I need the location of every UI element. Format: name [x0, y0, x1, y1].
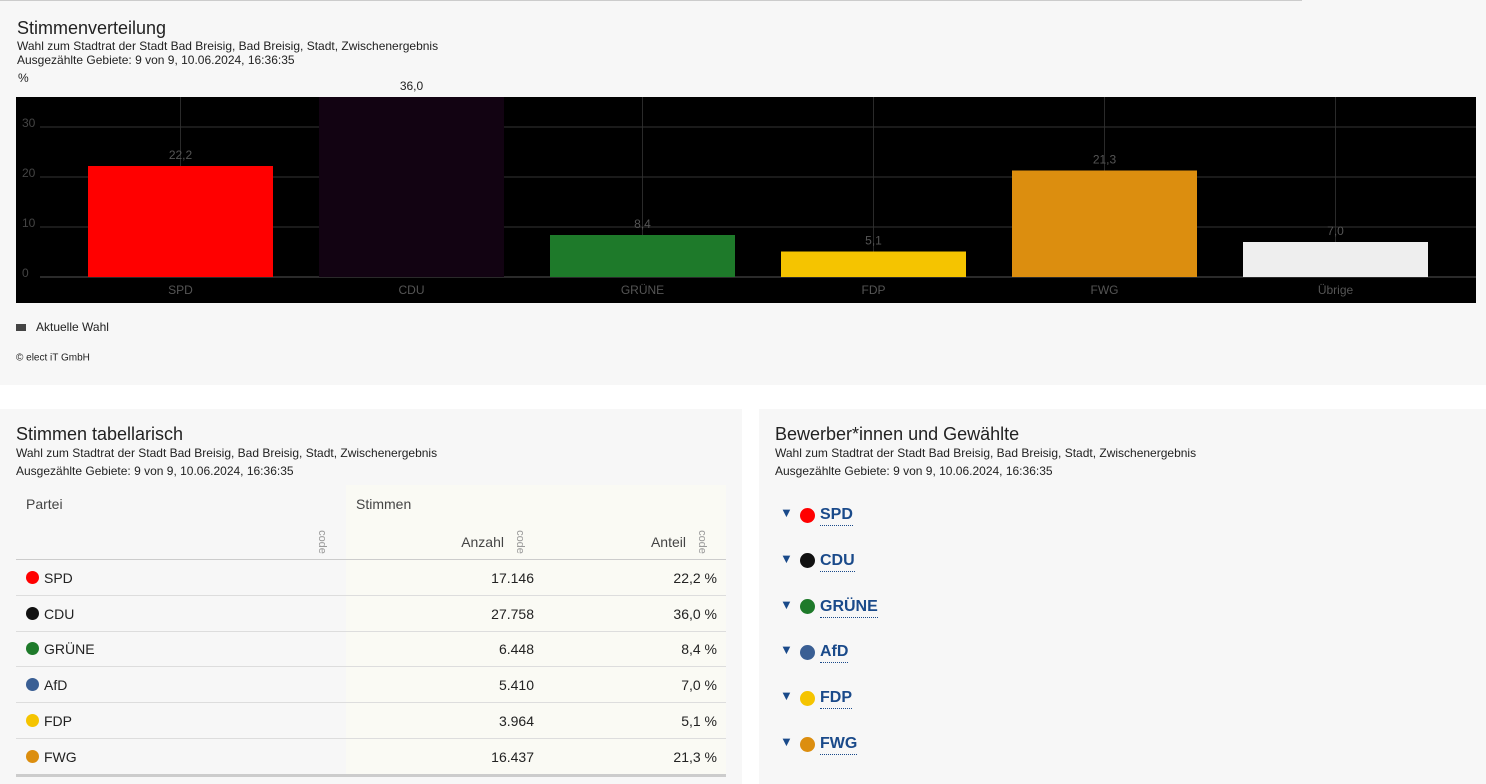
value-label: 8,4 — [634, 217, 651, 231]
vote-count: 5.410 — [498, 677, 534, 693]
vote-share: 22,2 % — [673, 570, 717, 586]
panel-status: Ausgezählte Gebiete: 9 von 9, 10.06.2024… — [16, 464, 294, 478]
party-dot — [26, 714, 39, 727]
value-label: 5,1 — [865, 234, 882, 248]
x-tick-label: CDU — [399, 283, 425, 297]
party-dot — [26, 642, 39, 655]
expand-toggle[interactable]: ▼ — [780, 596, 793, 612]
expand-toggle[interactable]: ▼ — [780, 688, 793, 704]
value-label: 36,0 — [400, 79, 424, 93]
table-panel: Stimmen tabellarisch Wahl zum Stadtrat de… — [0, 409, 742, 784]
legend-swatch — [16, 324, 26, 331]
code-label: code — [316, 530, 328, 554]
chart-status: Ausgezählte Gebiete: 9 von 9, 10.06.2024… — [17, 53, 295, 67]
header-share: Anteil — [650, 534, 686, 550]
copyright: © elect iT GmbH — [16, 353, 90, 364]
x-tick-label: FWG — [1091, 283, 1119, 297]
x-tick-label: Übrige — [1318, 283, 1354, 297]
row-rule — [16, 595, 726, 596]
chart-panel: Stimmenverteilung Wahl zum Stadtrat der … — [0, 0, 1486, 385]
party-dot — [800, 553, 815, 569]
party-link[interactable]: FDP — [820, 688, 852, 710]
vote-share: 5,1 % — [681, 713, 717, 729]
vote-count: 6.448 — [498, 641, 534, 657]
vote-share: 21,3 % — [673, 749, 717, 765]
party-dot — [26, 678, 39, 691]
y-axis-label: % — [18, 71, 29, 85]
bar — [1012, 170, 1197, 277]
party-name: AfD — [44, 677, 68, 693]
header-count: Anzahl — [461, 534, 504, 550]
value-label: 21,3 — [1093, 153, 1117, 167]
bar — [319, 97, 504, 277]
header-rule — [16, 559, 726, 560]
vote-count: 16.437 — [491, 749, 534, 765]
vote-count: 17.146 — [491, 570, 534, 586]
party-dot — [800, 599, 815, 615]
y-tick-label: 10 — [22, 216, 36, 230]
expand-toggle[interactable]: ▼ — [780, 550, 793, 566]
row-rule — [16, 702, 726, 703]
row-rule — [16, 666, 726, 667]
party-dot — [800, 644, 815, 660]
x-tick-label: SPD — [168, 283, 193, 297]
bar — [1243, 242, 1428, 277]
party-dot — [800, 736, 815, 752]
header-votes: Stimmen — [356, 496, 412, 512]
party-dot — [26, 571, 39, 584]
y-tick-label: 0 — [22, 266, 29, 280]
header-party: Partei — [26, 496, 63, 512]
party-dot — [26, 750, 39, 763]
party-name: FWG — [44, 749, 77, 765]
code-label: code — [514, 530, 526, 554]
party-name: FDP — [44, 713, 72, 729]
party-link[interactable]: CDU — [820, 551, 855, 572]
chart-subtitle: Wahl zum Stadtrat der Stadt Bad Breisig,… — [17, 39, 438, 53]
vote-count: 3.964 — [498, 713, 534, 729]
value-label: 7,0 — [1327, 224, 1344, 238]
vote-share: 36,0 % — [673, 606, 717, 622]
expand-toggle[interactable]: ▼ — [780, 642, 793, 658]
party-name: GRÜNE — [44, 641, 95, 657]
legend-label: Aktuelle Wahl — [36, 320, 109, 334]
x-tick-label: GRÜNE — [621, 283, 664, 297]
party-link[interactable]: FWG — [820, 734, 858, 755]
party-name: CDU — [44, 606, 75, 622]
bar — [550, 235, 735, 277]
party-link[interactable]: GRÜNE — [820, 597, 878, 618]
y-tick-label: 30 — [22, 116, 36, 130]
x-tick-label: FDP — [862, 283, 886, 297]
panel-subtitle: Wahl zum Stadtrat der Stadt Bad Breisig,… — [16, 446, 438, 460]
party-link[interactable]: SPD — [820, 505, 853, 526]
panel-status: Ausgezählte Gebiete: 9 von 9, 10.06.2024… — [775, 464, 1053, 478]
party-name: SPD — [44, 570, 73, 586]
expand-toggle[interactable]: ▼ — [780, 505, 793, 520]
row-rule — [16, 774, 726, 777]
candidates-panel: Bewerber*innen und Gewählte Wahl zum Stad… — [759, 409, 1486, 784]
bar — [781, 251, 966, 277]
expand-toggle[interactable]: ▼ — [780, 734, 793, 749]
party-dot — [800, 507, 815, 523]
party-dot — [26, 607, 39, 620]
panel-title: Stimmen tabellarisch — [16, 424, 184, 444]
chart-title: Stimmenverteilung — [17, 18, 166, 38]
party-link[interactable]: AfD — [820, 642, 849, 664]
panel-title: Bewerber*innen und Gewählte — [775, 424, 1020, 444]
bar — [88, 166, 273, 277]
row-rule — [16, 631, 726, 632]
y-tick-label: 20 — [22, 166, 36, 180]
panel-subtitle: Wahl zum Stadtrat der Stadt Bad Breisig,… — [775, 446, 1197, 460]
row-rule — [16, 738, 726, 739]
vote-share: 8,4 % — [681, 641, 717, 657]
party-dot — [800, 690, 815, 706]
votes-column-bg — [346, 485, 726, 775]
vote-share: 7,0 % — [681, 677, 717, 693]
code-label: code — [696, 530, 708, 554]
vote-count: 27.758 — [491, 606, 534, 622]
value-label: 22,2 — [169, 148, 193, 162]
